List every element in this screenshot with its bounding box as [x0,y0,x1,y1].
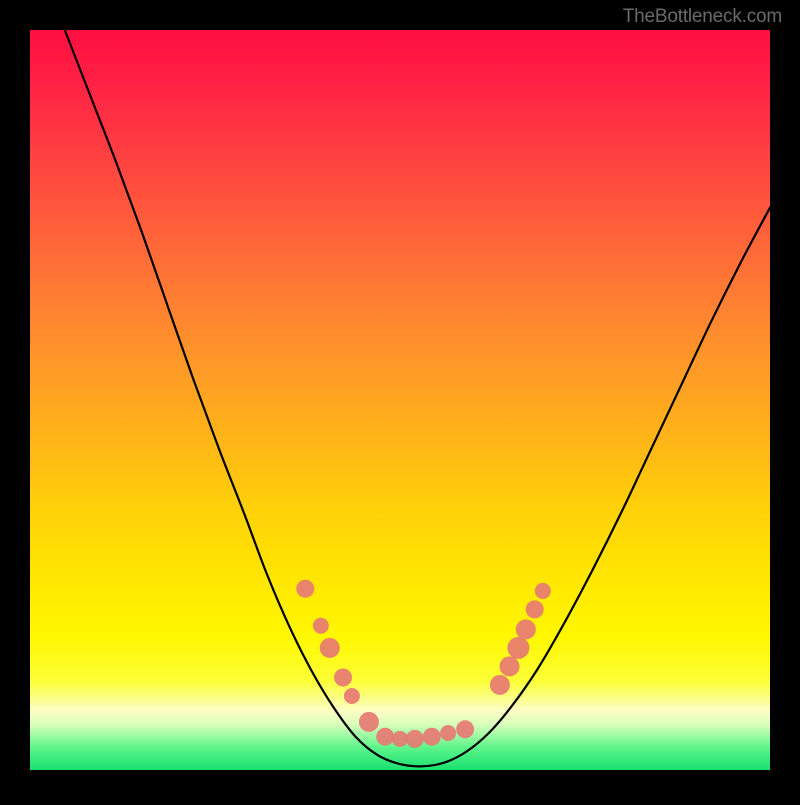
marker-point [376,728,394,746]
marker-point [423,728,441,746]
marker-point [535,583,551,599]
chart-svg [0,0,800,800]
marker-point [406,730,424,748]
marker-point [490,675,510,695]
marker-point [344,688,360,704]
chart-container: TheBottleneck.com [0,0,800,800]
marker-point [507,637,529,659]
marker-point [392,731,408,747]
marker-point [313,618,329,634]
marker-point [526,600,544,618]
marker-point [516,619,536,639]
marker-point [359,712,379,732]
watermark-text: TheBottleneck.com [623,6,782,28]
marker-point [320,638,340,658]
marker-point [296,580,314,598]
marker-point [500,656,520,676]
plot-background [30,30,770,770]
marker-point [334,669,352,687]
marker-point [456,720,474,738]
marker-point [440,725,456,741]
